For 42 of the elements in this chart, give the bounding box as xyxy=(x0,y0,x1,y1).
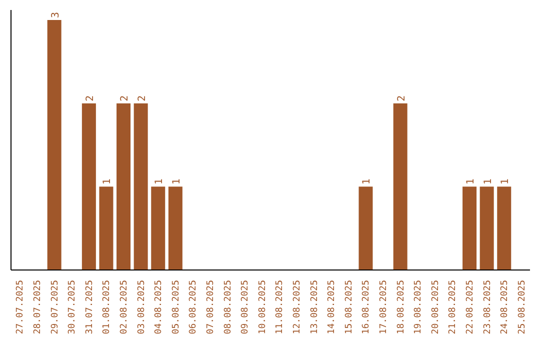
x-tick-label: 25.08.2025 xyxy=(517,280,528,334)
data-label: 1 xyxy=(171,178,182,185)
x-tick-label: 01.08.2025 xyxy=(102,280,112,334)
x-tick-label: 15.08.2025 xyxy=(344,280,354,334)
x-tick-label: 13.08.2025 xyxy=(310,280,320,334)
x-tick-label: 30.07.2025 xyxy=(68,280,78,334)
x-tick-label: 03.08.2025 xyxy=(136,280,147,334)
x-tick-label: 11.08.2025 xyxy=(275,280,286,334)
x-tick-label: 10.08.2025 xyxy=(258,280,268,334)
data-label: 1 xyxy=(482,178,494,185)
x-tick-label: 06.08.2025 xyxy=(188,280,199,334)
data-label: 2 xyxy=(84,95,96,102)
data-label: 2 xyxy=(136,95,148,102)
x-tick-label: 16.08.2025 xyxy=(362,280,372,334)
x-tick-label: 21.08.2025 xyxy=(448,280,458,334)
x-tick-label: 19.08.2025 xyxy=(414,280,424,334)
x-tick-label: 02.08.2025 xyxy=(119,280,130,334)
x-tick-label: 23.08.2025 xyxy=(482,280,493,334)
x-tick-label: 22.08.2025 xyxy=(465,280,476,334)
x-tick-label: 24.08.2025 xyxy=(500,280,510,334)
x-tick-label: 12.08.2025 xyxy=(292,280,302,334)
x-tick-label: 04.08.2025 xyxy=(154,280,164,334)
data-label: 1 xyxy=(500,178,512,185)
x-tick-label: 07.08.2025 xyxy=(206,280,216,334)
data-label: 2 xyxy=(120,95,131,102)
data-label: 1 xyxy=(102,178,114,185)
x-tick-label: 08.08.2025 xyxy=(223,280,234,334)
x-tick-label: 14.08.2025 xyxy=(327,280,338,334)
x-tick-label: 28.07.2025 xyxy=(32,280,43,334)
x-tick-label: 31.07.2025 xyxy=(84,280,95,334)
x-tick-label: 05.08.2025 xyxy=(171,280,182,334)
x-tick-label: 17.08.2025 xyxy=(378,280,389,334)
x-tick-label: 18.08.2025 xyxy=(396,280,406,334)
data-label: 1 xyxy=(466,178,477,185)
data-label: 2 xyxy=(396,95,408,102)
data-label: 1 xyxy=(362,178,373,185)
x-tick-label: 27.07.2025 xyxy=(16,280,26,334)
data-label: 1 xyxy=(154,178,166,185)
x-tick-label: 20.08.2025 xyxy=(430,280,441,334)
data-label: 3 xyxy=(50,12,62,18)
x-tick-label: 29.07.2025 xyxy=(50,280,60,334)
x-tick-label: 09.08.2025 xyxy=(240,280,251,334)
